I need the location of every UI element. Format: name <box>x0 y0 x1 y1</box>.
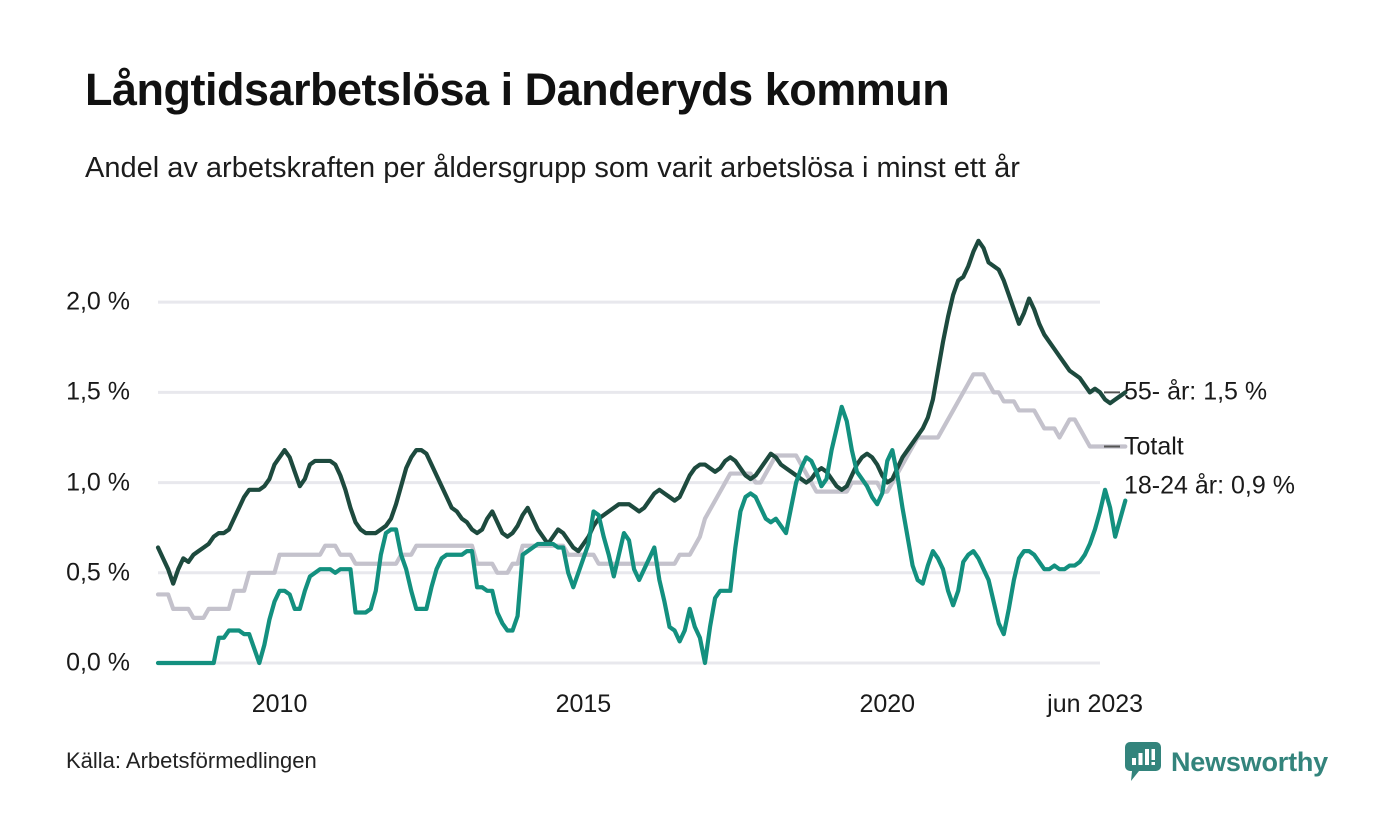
logo-wordmark: Newsworthy <box>1170 746 1328 777</box>
series-line <box>155 238 1128 586</box>
bar-chart-bubble-icon <box>1124 742 1161 782</box>
series-label-55-r: 55- år: 1,5 % <box>1124 377 1268 406</box>
series-label-18-24-r: 18-24 år: 0,9 % <box>1124 471 1295 500</box>
y-axis-tick-label: 1,5 % <box>66 377 130 406</box>
y-axis-tick-label: 0,0 % <box>66 648 130 677</box>
series-line <box>155 404 1128 666</box>
y-axis-tick-label: 0,5 % <box>66 558 130 587</box>
x-axis-tick-label: jun 2023 <box>1047 690 1144 718</box>
source-note: Källa: Arbetsförmedlingen <box>66 748 317 773</box>
page-subtitle: Andel av arbetskraften per åldersgrupp s… <box>85 152 1020 184</box>
y-axis-tick-label: 1,0 % <box>66 468 130 497</box>
x-axis-tick-label: 2020 <box>859 690 916 718</box>
page-title: Långtidsarbetslösa i Danderyds kommun <box>85 64 950 115</box>
newsworthy-logo[interactable]: Newsworthy <box>1124 742 1328 782</box>
x-axis-tick-label: 2015 <box>555 690 612 718</box>
y-axis-tick-label: 2,0 % <box>66 287 130 316</box>
series-line <box>155 372 1128 621</box>
x-axis-tick-label: 2010 <box>251 690 308 718</box>
series-label-totalt: Totalt <box>1124 432 1184 460</box>
